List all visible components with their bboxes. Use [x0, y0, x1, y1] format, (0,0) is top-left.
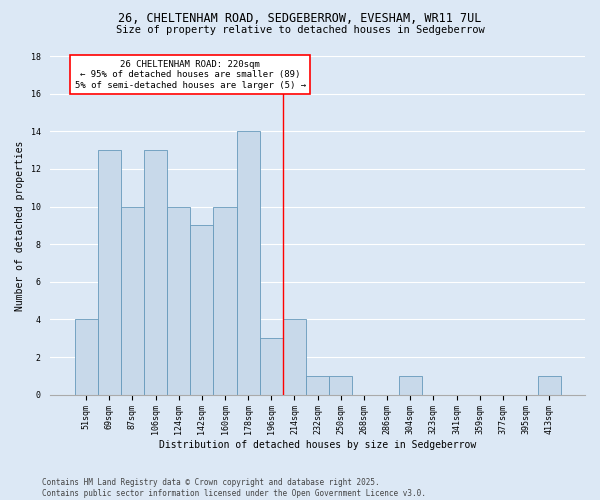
Bar: [538, 376, 560, 394]
Bar: [260, 338, 283, 394]
Bar: [74, 320, 98, 394]
Text: 26, CHELTENHAM ROAD, SEDGEBERROW, EVESHAM, WR11 7UL: 26, CHELTENHAM ROAD, SEDGEBERROW, EVESHA…: [118, 12, 482, 26]
Text: Contains HM Land Registry data © Crown copyright and database right 2025.
Contai: Contains HM Land Registry data © Crown c…: [42, 478, 426, 498]
Text: Size of property relative to detached houses in Sedgeberrow: Size of property relative to detached ho…: [116, 25, 484, 35]
X-axis label: Distribution of detached houses by size in Sedgeberrow: Distribution of detached houses by size …: [159, 440, 476, 450]
Y-axis label: Number of detached properties: Number of detached properties: [15, 140, 25, 310]
Bar: [144, 150, 167, 394]
Bar: [236, 132, 260, 394]
Bar: [190, 226, 214, 394]
Bar: [214, 206, 236, 394]
Bar: [98, 150, 121, 394]
Text: 26 CHELTENHAM ROAD: 220sqm
← 95% of detached houses are smaller (89)
5% of semi-: 26 CHELTENHAM ROAD: 220sqm ← 95% of deta…: [75, 60, 306, 90]
Bar: [121, 206, 144, 394]
Bar: [329, 376, 352, 394]
Bar: [398, 376, 422, 394]
Bar: [167, 206, 190, 394]
Bar: [306, 376, 329, 394]
Bar: [283, 320, 306, 394]
